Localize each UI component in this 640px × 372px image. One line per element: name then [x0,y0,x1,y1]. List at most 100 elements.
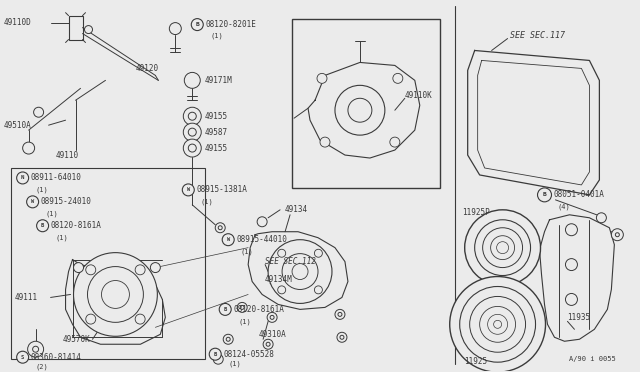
Text: 49155: 49155 [204,112,227,121]
Text: 49310A: 49310A [258,330,286,339]
Text: (4): (4) [557,203,570,210]
Text: (1): (1) [228,361,241,368]
Circle shape [36,220,49,232]
Text: 08051-0401A: 08051-0401A [554,190,604,199]
Circle shape [282,254,318,289]
Circle shape [135,265,145,275]
Text: 49110D: 49110D [4,18,31,27]
Circle shape [188,128,196,136]
Circle shape [390,137,400,147]
Text: 08360-81414: 08360-81414 [31,353,81,362]
Circle shape [240,305,244,310]
Circle shape [268,240,332,304]
Circle shape [263,339,273,349]
Circle shape [320,137,330,147]
Circle shape [335,85,385,135]
Text: B: B [195,22,199,27]
Circle shape [393,73,403,83]
Circle shape [188,144,196,152]
Circle shape [314,249,323,257]
Circle shape [566,294,577,305]
Circle shape [348,98,372,122]
Circle shape [34,107,44,117]
Circle shape [33,346,38,352]
Text: 08120-8161A: 08120-8161A [233,305,284,314]
Circle shape [86,314,96,324]
Circle shape [538,188,552,202]
Circle shape [170,23,181,35]
Circle shape [596,213,606,223]
Circle shape [292,264,308,279]
Text: 49111: 49111 [15,293,38,302]
Bar [292,19,440,188]
Text: 49134: 49134 [285,205,308,214]
Circle shape [278,286,285,294]
Text: 11935: 11935 [568,313,591,322]
Circle shape [86,265,96,275]
Circle shape [267,312,277,323]
Circle shape [184,73,200,88]
Circle shape [257,217,267,227]
Text: A/90 i 0055: A/90 i 0055 [570,356,616,362]
Circle shape [460,286,536,362]
Text: (1): (1) [210,32,223,39]
Text: B: B [41,223,44,228]
Bar [68,16,83,39]
Circle shape [135,314,145,324]
Circle shape [222,234,234,246]
Circle shape [566,259,577,270]
Circle shape [223,334,233,344]
Text: (1): (1) [238,318,251,325]
Circle shape [191,19,204,31]
Text: 49110: 49110 [56,151,79,160]
Text: 49587: 49587 [204,128,227,137]
Circle shape [338,312,342,316]
Text: 08120-8161A: 08120-8161A [51,221,102,230]
Circle shape [270,315,274,319]
Circle shape [183,139,201,157]
Text: SEE SEC.117: SEE SEC.117 [509,31,564,40]
Circle shape [17,172,29,184]
Text: 49570K: 49570K [63,335,90,344]
Circle shape [183,123,201,141]
Text: 08915-1381A: 08915-1381A [196,185,247,195]
Text: B: B [223,307,227,312]
Text: (1): (1) [45,211,58,217]
Text: (1): (1) [200,199,213,205]
Text: 49134M: 49134M [265,275,293,284]
Text: 49110K: 49110K [405,91,433,100]
Text: B: B [543,192,547,198]
Text: 11925P: 11925P [461,208,490,217]
Bar [11,168,205,359]
Circle shape [27,196,38,208]
Circle shape [226,337,230,341]
Text: (1): (1) [36,187,49,193]
Circle shape [220,304,231,315]
Circle shape [493,320,502,328]
Circle shape [74,263,83,273]
Circle shape [611,229,623,241]
Text: S: S [21,355,24,360]
Text: (2): (2) [36,364,49,371]
Circle shape [88,267,143,323]
Circle shape [450,276,545,372]
Text: 08915-24010: 08915-24010 [40,198,92,206]
Circle shape [84,26,93,33]
Circle shape [209,348,221,360]
Text: 49120: 49120 [136,64,159,73]
Circle shape [470,296,525,352]
Text: B: B [214,352,217,357]
Circle shape [340,335,344,339]
Circle shape [483,228,522,267]
Circle shape [491,236,515,260]
Circle shape [475,220,531,276]
Text: 08120-8201E: 08120-8201E [205,20,256,29]
Circle shape [213,354,223,364]
Circle shape [22,142,35,154]
Text: (1): (1) [240,248,253,255]
Text: N: N [21,176,24,180]
Circle shape [497,242,509,254]
Circle shape [218,226,222,230]
Circle shape [74,253,157,336]
Text: 08911-64010: 08911-64010 [31,173,81,182]
